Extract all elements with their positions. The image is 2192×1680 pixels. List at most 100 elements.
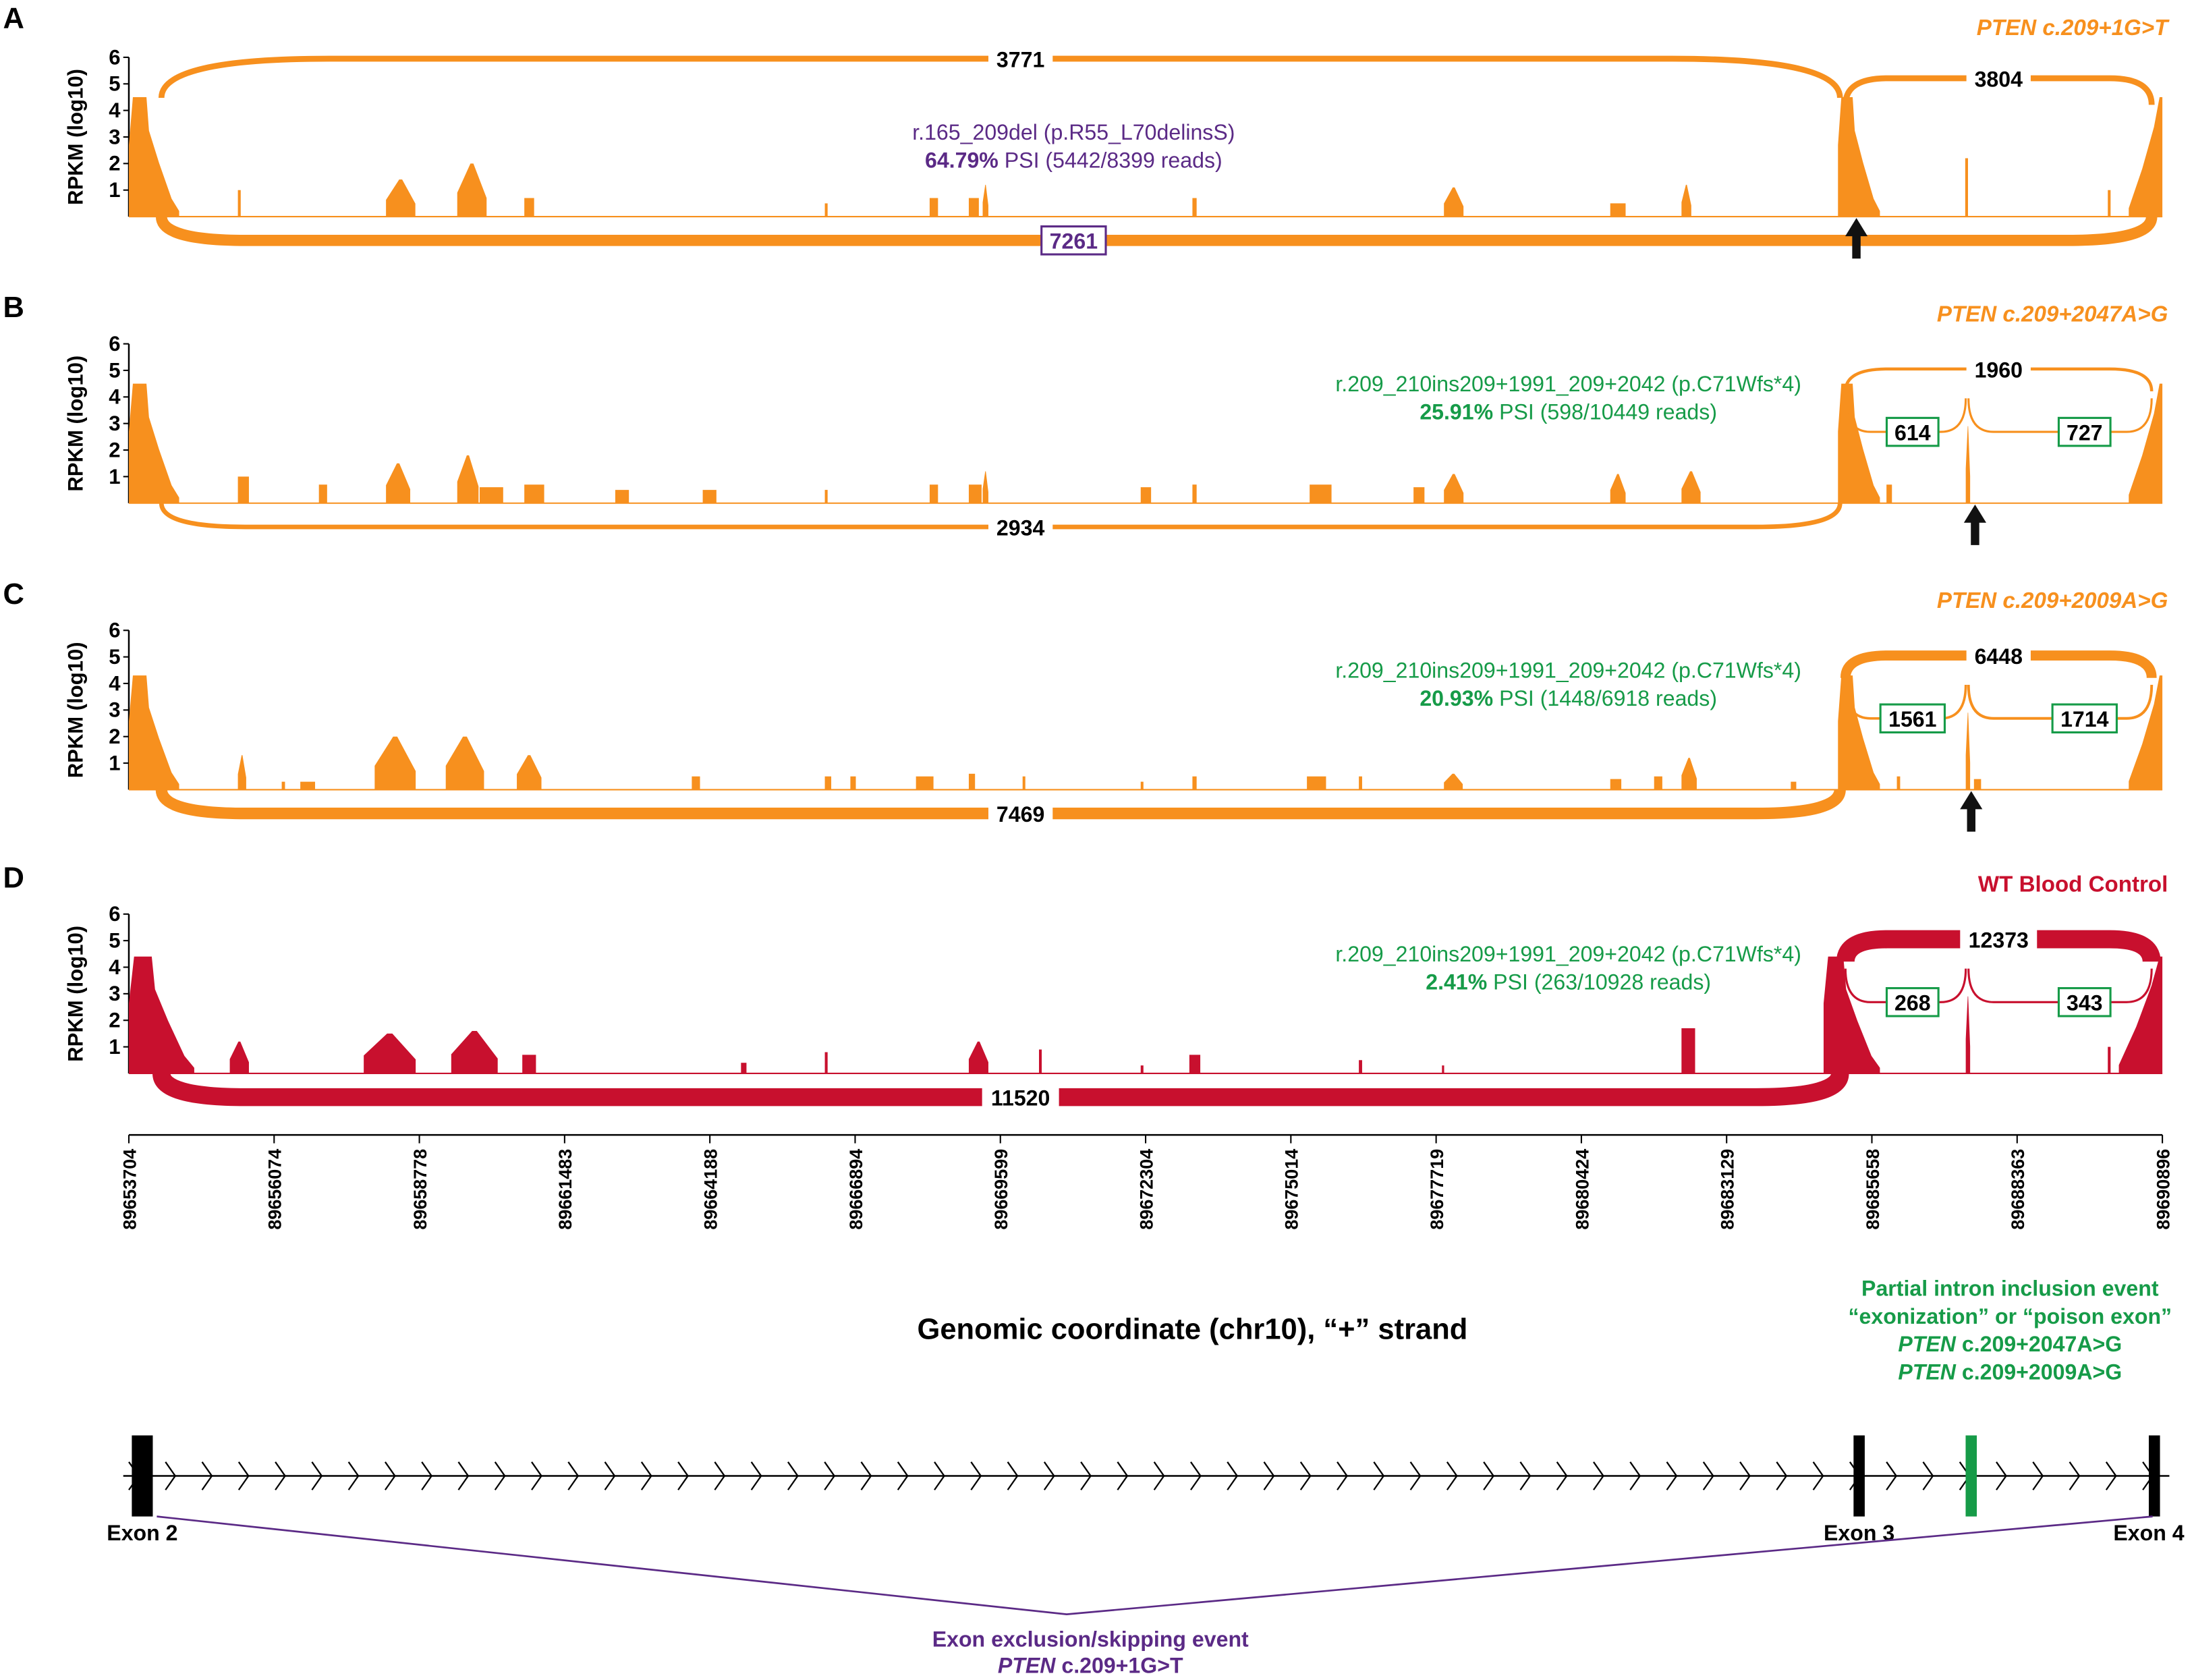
junction-label-bg	[988, 45, 1053, 73]
x-tick-label: 89661483	[555, 1149, 575, 1230]
exon-block	[2148, 1435, 2160, 1517]
panel-a: A 1 2 3 4 5 6 RPKM (log10) 3771 3804 7261 PTEN c.20…	[3, 2, 2170, 259]
coverage-peak	[968, 773, 976, 790]
junction-read-count: 6448	[1975, 644, 2023, 669]
x-tick-label: 89653704	[119, 1149, 140, 1230]
y-tick-label: 4	[109, 955, 121, 979]
poison-variant-2: PTEN c.209+2009A>G	[1898, 1360, 2122, 1384]
coverage-peak	[741, 1063, 747, 1073]
coverage-peak	[479, 487, 503, 503]
coverage-peak	[1838, 675, 1880, 790]
coverage-peak	[1886, 484, 1892, 503]
coverage-peak	[1791, 781, 1797, 790]
variant: c.209+2047A>G	[1996, 302, 2168, 327]
junction-read-count: 727	[2067, 421, 2103, 445]
panel-title: PTEN c.209+2047A>G	[1937, 302, 2168, 327]
coverage-peak	[524, 484, 544, 503]
chevron-right-icon	[824, 1461, 836, 1490]
gene-name: PTEN	[1937, 302, 1997, 327]
chevron-right-icon	[970, 1461, 982, 1490]
coverage-peak	[2129, 96, 2163, 217]
coverage-peak	[374, 736, 416, 790]
y-tick-label: 6	[109, 45, 120, 69]
x-tick-label: 89680424	[1572, 1149, 1592, 1230]
coverage-peak	[457, 163, 487, 217]
coverage-peak	[1444, 474, 1464, 503]
panel-title: PTEN c.209+2009A>G	[1937, 588, 2168, 613]
coverage-peak	[1681, 758, 1697, 790]
panel-title: WT Blood Control	[1978, 872, 2168, 897]
chevron-right-icon	[2105, 1461, 2117, 1490]
psi-percent: 25.91%	[1420, 399, 1493, 424]
chevron-right-icon	[714, 1461, 726, 1490]
y-tick-label: 2	[109, 1009, 120, 1032]
gene-name: PTEN	[1898, 1332, 1956, 1356]
y-tick-label: 3	[109, 698, 120, 722]
y-tick-label: 3	[109, 125, 120, 148]
y-axis-title: RPKM (log10)	[64, 642, 88, 778]
y-tick-label: 5	[109, 72, 120, 96]
coverage-peak	[916, 776, 934, 790]
coverage-peak	[1681, 471, 1701, 503]
psi-annotation: 20.93% PSI (1448/6918 reads)	[1420, 686, 1717, 710]
y-tick-label: 3	[109, 412, 120, 435]
variant: c.209+2047A>G	[1956, 1332, 2122, 1356]
coverage-peak	[1681, 184, 1691, 217]
chevron-right-icon	[1666, 1461, 1678, 1490]
poison-variant-1: PTEN c.209+2047A>G	[1898, 1332, 2122, 1356]
poison-exon-annotation: Partial intron inclusion event “exonizat…	[1848, 1276, 2172, 1384]
coverage-peak	[929, 484, 938, 503]
coverage-peak	[968, 1041, 988, 1073]
x-tick-label: 89685658	[1863, 1149, 1883, 1230]
y-tick-label: 5	[109, 358, 120, 382]
variant-annotation: r.209_210ins209+1991_209+2042 (p.C71Wfs*…	[1335, 372, 1801, 396]
y-tick-label: 3	[109, 982, 120, 1005]
chevron-right-icon	[934, 1461, 945, 1490]
coverage-peak	[1838, 383, 1880, 503]
variant: c.209+2009A>G	[1996, 588, 2168, 613]
panel-letter: D	[3, 862, 24, 894]
junction-count-box	[1885, 987, 1940, 1017]
y-tick-label: 6	[109, 902, 120, 926]
chevron-right-icon	[1739, 1461, 1751, 1490]
chevron-right-icon	[1373, 1461, 1385, 1490]
exon-blocks: Exon 2 Exon 3 Exon 4	[107, 1435, 2185, 1545]
psi-percent: 20.93%	[1420, 686, 1493, 710]
junction-read-count: 11520	[991, 1086, 1050, 1111]
chevron-right-icon	[1007, 1461, 1019, 1490]
junction-label-bg	[1966, 64, 2031, 92]
gene-name: PTEN	[998, 1654, 1056, 1678]
coverage-peak	[524, 198, 534, 217]
gene-name: PTEN	[1937, 588, 1997, 613]
chevron-right-icon	[1190, 1461, 1202, 1490]
exon-block	[1965, 1435, 1977, 1517]
coverage-peak	[615, 490, 629, 503]
coverage-peak	[982, 184, 988, 217]
junction-arc	[155, 215, 2158, 246]
chevron-right-icon	[1080, 1461, 1092, 1490]
coverage-peak	[968, 198, 979, 217]
y-tick-label: 5	[109, 929, 120, 953]
y-tick-label: 2	[109, 438, 120, 461]
psi-percent: 64.79%	[925, 148, 999, 173]
x-tick-label: 89669599	[991, 1149, 1011, 1230]
coverage-peak	[300, 781, 316, 790]
panel-b: B 1 2 3 4 56 RPKM (log10) 1960 614 727 2934 PTEN c.…	[3, 291, 2168, 545]
junction-count-box	[2057, 416, 2112, 447]
coverage-peak	[318, 484, 327, 503]
junction-read-count: 1960	[1975, 358, 2023, 382]
coverage-peak	[824, 490, 828, 503]
chevron-right-icon	[421, 1461, 433, 1490]
chevron-right-icon	[750, 1461, 762, 1490]
psi-reads: PSI (1448/6918 reads)	[1493, 686, 1717, 710]
junction-read-count: 7261	[1050, 229, 1098, 254]
panel-c: C 1 2 3 45 6 RPKM (log10) 6448 1561 1714 7469 PTEN …	[3, 578, 2168, 832]
chevron-right-icon	[165, 1461, 177, 1490]
variant: c.209+1G>T	[2036, 16, 2170, 40]
variant-annotation: r.209_210ins209+1991_209+2042 (p.C71Wfs*…	[1335, 659, 1801, 683]
coverage-peak	[128, 96, 179, 217]
x-tick-label: 89664188	[701, 1149, 721, 1230]
y-tick-label: 1	[109, 1035, 120, 1059]
y-tick-label: 1	[109, 465, 120, 488]
junction-read-count: 3771	[996, 47, 1044, 72]
